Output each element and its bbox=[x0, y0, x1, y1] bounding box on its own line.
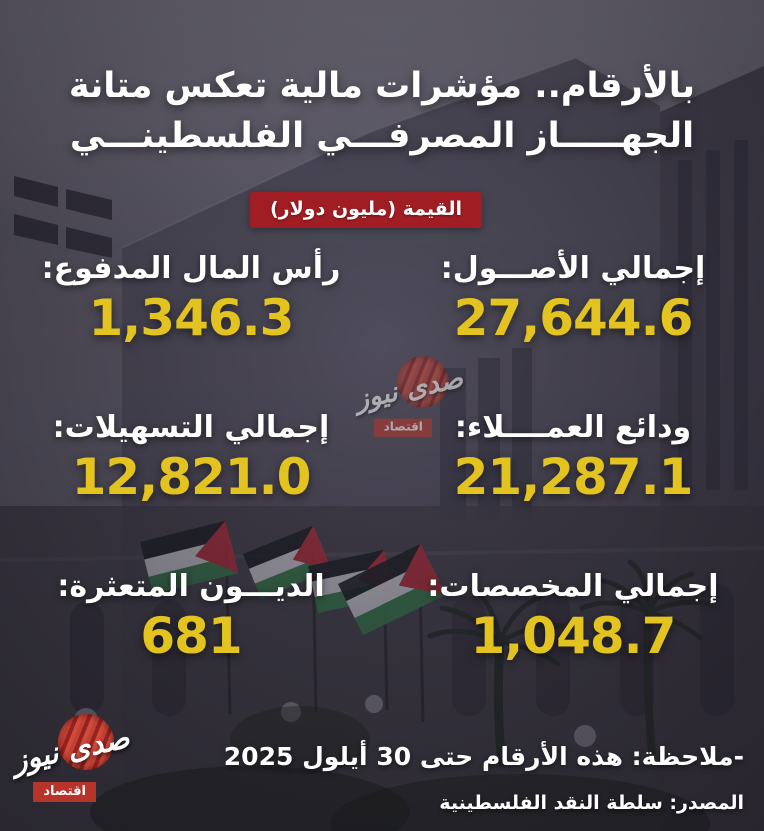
stat-value: 21,287.1 bbox=[453, 448, 694, 506]
stat-paid-up-capital: رأس المال المدفوع: 1,346.3 bbox=[0, 249, 382, 346]
stat-value: 1,048.7 bbox=[470, 607, 677, 665]
page-title: بالأرقام.. مؤشرات مالية تعكس متانة الجهـ… bbox=[0, 62, 764, 161]
stat-label: إجمالي الأصـــول: bbox=[440, 251, 706, 286]
stat-value: 1,346.3 bbox=[88, 289, 295, 347]
stat-total-assets: إجمالي الأصـــول: 27,644.6 bbox=[382, 249, 764, 346]
sada-news-logo: صدى نيوز اقتصاد bbox=[9, 714, 132, 818]
stat-value: 681 bbox=[140, 607, 242, 665]
stat-label: ودائع العمــــلاء: bbox=[454, 410, 692, 445]
stats-row-2: ودائع العمــــلاء: 21,287.1 إجمالي التسه… bbox=[0, 408, 764, 505]
stat-label: إجمالي التسهيلات: bbox=[52, 410, 330, 445]
brand-circle-icon bbox=[58, 714, 114, 770]
stat-customer-deposits: ودائع العمــــلاء: 21,287.1 bbox=[382, 408, 764, 505]
stat-total-provisions: إجمالي المخصصات: 1,048.7 bbox=[382, 567, 764, 664]
stat-non-performing-debts: الديـــون المتعثرة: 681 bbox=[0, 567, 382, 664]
stat-value: 27,644.6 bbox=[453, 289, 694, 347]
brand-circle-icon bbox=[397, 356, 449, 408]
watermark-logo: صدى نيوز اقتصاد bbox=[352, 356, 465, 452]
stat-label: إجمالي المخصصات: bbox=[427, 569, 719, 604]
stat-total-facilities: إجمالي التسهيلات: 12,821.0 bbox=[0, 408, 382, 505]
stat-label: رأس المال المدفوع: bbox=[41, 251, 341, 286]
stat-value: 12,821.0 bbox=[71, 448, 312, 506]
source-credit: المصدر: سلطة النقد الفلسطينية bbox=[439, 792, 744, 814]
stats-row-3: إجمالي المخصصات: 1,048.7 الديـــون المتع… bbox=[0, 567, 764, 664]
brand-section-label: اقتصاد bbox=[33, 782, 96, 802]
title-line-1: بالأرقام.. مؤشرات مالية تعكس متانة bbox=[68, 66, 696, 106]
title-line-2: الجهـــــاز المصرفـــي الفلسطينـــي bbox=[69, 115, 695, 156]
stats-row-1: إجمالي الأصـــول: 27,644.6 رأس المال الم… bbox=[0, 249, 764, 346]
stat-label: الديـــون المتعثرة: bbox=[57, 569, 325, 604]
date-note: -ملاحظة: هذه الأرقام حتى 30 أيلول 2025 bbox=[223, 742, 744, 771]
stats-grid: إجمالي الأصـــول: 27,644.6 رأس المال الم… bbox=[0, 249, 764, 726]
unit-badge: القيمة (مليون دولار) bbox=[250, 192, 482, 228]
brand-section-label: اقتصاد bbox=[374, 418, 433, 438]
